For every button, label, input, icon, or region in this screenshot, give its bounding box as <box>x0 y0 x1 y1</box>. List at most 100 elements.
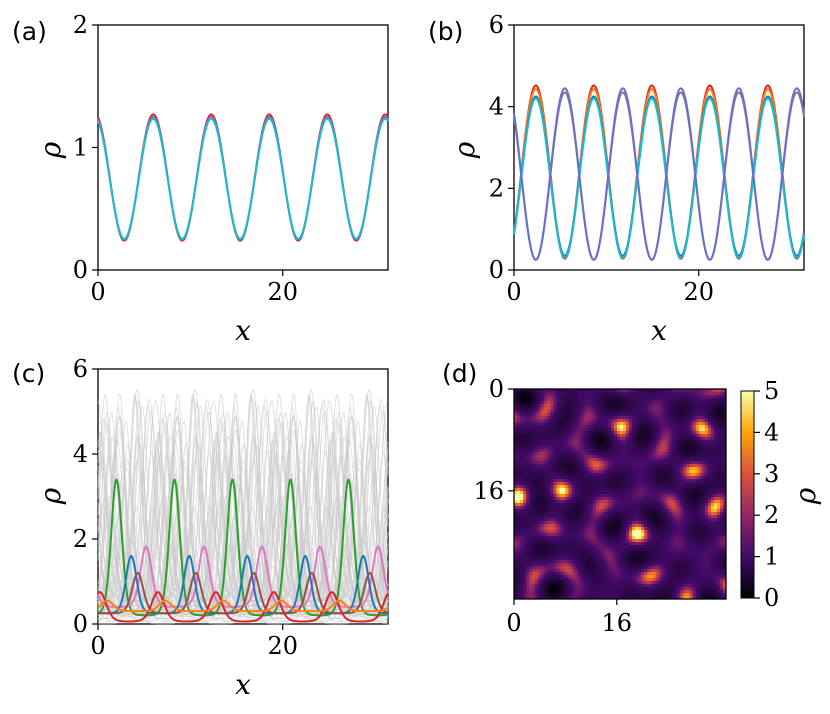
heatmap-cell <box>626 437 630 441</box>
heatmap-cell <box>589 458 594 462</box>
heatmap-cell <box>638 392 642 396</box>
heatmap-cell <box>538 578 542 582</box>
heatmap-cell <box>683 446 688 450</box>
heatmap-cell <box>719 587 724 591</box>
heatmap-cell <box>695 563 700 567</box>
heatmap-cell <box>626 554 630 558</box>
heatmap-cell <box>641 395 645 399</box>
heatmap-cell <box>698 518 703 522</box>
heatmap-cell <box>544 440 548 444</box>
heatmap-cell <box>541 440 545 444</box>
heatmap-cell <box>583 542 588 546</box>
heatmap-cell <box>562 392 566 396</box>
heatmap-cell <box>713 422 718 426</box>
heatmap-cell <box>553 515 557 519</box>
heatmap-cell <box>583 533 588 537</box>
heatmap-cell <box>526 401 530 405</box>
heatmap-cell <box>550 500 554 504</box>
heatmap-cell <box>623 485 627 489</box>
heatmap-cell <box>532 476 536 480</box>
heatmap-cell <box>713 512 718 516</box>
heatmap-cell <box>535 569 539 573</box>
heatmap-cell <box>692 431 697 435</box>
heatmap-cell <box>556 560 560 564</box>
heatmap-cell <box>716 431 721 435</box>
panel-c-ytick-label: 2 <box>73 525 88 553</box>
heatmap-cell <box>568 548 572 552</box>
heatmap-cell <box>568 479 572 483</box>
heatmap-cell <box>659 566 663 570</box>
heatmap-cell <box>589 401 594 405</box>
heatmap-cell <box>598 590 603 594</box>
heatmap-cell <box>719 530 724 534</box>
heatmap-cell <box>562 545 566 549</box>
heatmap-cell <box>698 566 703 570</box>
heatmap-cell <box>674 428 678 432</box>
heatmap-cell <box>553 506 557 510</box>
heatmap-cell <box>716 473 721 477</box>
heatmap-cell <box>565 575 569 579</box>
heatmap-cell <box>586 551 591 555</box>
heatmap-cell <box>629 590 633 594</box>
heatmap-cell <box>626 425 630 429</box>
heatmap-cell <box>629 572 633 576</box>
heatmap-cell <box>607 587 612 591</box>
heatmap-cell <box>620 485 624 489</box>
heatmap-cell <box>695 401 700 405</box>
heatmap-cell <box>662 509 666 513</box>
heatmap-cell <box>647 524 651 528</box>
heatmap-cell <box>689 524 694 528</box>
heatmap-cell <box>568 560 572 564</box>
heatmap-cell <box>662 491 666 495</box>
heatmap-cell <box>535 404 539 408</box>
heatmap-cell <box>632 551 636 555</box>
heatmap-cell <box>523 503 527 507</box>
heatmap-cell <box>595 392 600 396</box>
heatmap-cell <box>656 443 660 447</box>
heatmap-cell <box>571 587 575 591</box>
heatmap-cell <box>662 401 666 405</box>
heatmap-cell <box>517 422 521 426</box>
heatmap-cell <box>601 560 606 564</box>
heatmap-cell <box>589 527 594 531</box>
heatmap-cell <box>707 548 712 552</box>
heatmap-cell <box>601 503 606 507</box>
heatmap-cell <box>571 443 575 447</box>
heatmap-cell <box>529 503 533 507</box>
heatmap-cell <box>592 515 597 519</box>
heatmap-cell <box>674 497 678 501</box>
heatmap-cell <box>577 470 582 474</box>
heatmap-cell <box>686 506 691 510</box>
heatmap-cell <box>677 581 681 585</box>
heatmap-cell <box>620 542 624 546</box>
heatmap-cell <box>589 575 594 579</box>
heatmap-cell <box>544 512 548 516</box>
heatmap-cell <box>629 500 633 504</box>
heatmap-cell <box>559 593 563 597</box>
heatmap-cell <box>589 422 594 426</box>
heatmap-cell <box>571 518 575 522</box>
heatmap-cell <box>659 506 663 510</box>
heatmap-cell <box>598 491 603 495</box>
heatmap-cell <box>701 563 706 567</box>
panel-d-label: (d) <box>442 359 477 388</box>
heatmap-cell <box>517 392 521 396</box>
heatmap-cell <box>713 476 718 480</box>
heatmap-cell <box>547 482 551 486</box>
heatmap-cell <box>707 398 712 402</box>
heatmap-cell <box>565 485 569 489</box>
panel-a-series-line-0 <box>97 113 389 242</box>
heatmap-cell <box>620 479 624 483</box>
heatmap-cell <box>556 485 560 489</box>
heatmap-cell <box>665 575 669 579</box>
heatmap-cell <box>574 497 578 501</box>
heatmap-cell <box>541 548 545 552</box>
panel-d-heatmap <box>514 389 727 600</box>
heatmap-cell <box>662 443 666 447</box>
heatmap-cell <box>659 416 663 420</box>
heatmap-cell <box>577 503 582 507</box>
heatmap-cell <box>574 449 578 453</box>
heatmap-cell <box>626 407 630 411</box>
heatmap-cell <box>592 461 597 465</box>
heatmap-cell <box>598 554 603 558</box>
